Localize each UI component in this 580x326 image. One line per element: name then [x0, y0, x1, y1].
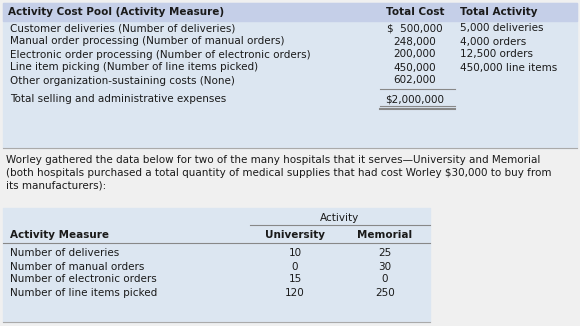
Text: $  500,000: $ 500,000	[387, 23, 443, 34]
Bar	[3, 3, 577, 148]
Text: 450,000 line items: 450,000 line items	[460, 63, 557, 72]
Text: its manufacturers):: its manufacturers):	[6, 181, 106, 191]
Text: Worley gathered the data below for two of the many hospitals that it serves—Univ: Worley gathered the data below for two o…	[6, 155, 541, 165]
Text: Number of electronic orders: Number of electronic orders	[10, 274, 157, 285]
Text: 30: 30	[378, 261, 392, 272]
Text: 10: 10	[288, 248, 302, 259]
Text: $2,000,000: $2,000,000	[386, 94, 444, 104]
Text: 248,000: 248,000	[394, 37, 436, 47]
Text: Electronic order processing (Number of electronic orders): Electronic order processing (Number of e…	[10, 50, 311, 60]
Text: 12,500 orders: 12,500 orders	[460, 50, 533, 60]
Text: 250: 250	[375, 288, 395, 298]
Text: 0: 0	[292, 261, 298, 272]
Text: 25: 25	[378, 248, 392, 259]
Text: 15: 15	[288, 274, 302, 285]
Text: Number of line items picked: Number of line items picked	[10, 288, 157, 298]
Text: Memorial: Memorial	[357, 230, 412, 240]
Text: Line item picking (Number of line items picked): Line item picking (Number of line items …	[10, 63, 258, 72]
Text: Customer deliveries (Number of deliveries): Customer deliveries (Number of deliverie…	[10, 23, 235, 34]
Text: Activity Measure: Activity Measure	[10, 230, 109, 240]
Text: Total Activity: Total Activity	[460, 7, 538, 17]
Text: Other organization-sustaining costs (None): Other organization-sustaining costs (Non…	[10, 76, 235, 85]
Text: Total Cost: Total Cost	[386, 7, 444, 17]
Text: Total selling and administrative expenses: Total selling and administrative expense…	[10, 94, 226, 104]
Bar	[3, 208, 430, 322]
Bar	[3, 3, 577, 21]
Text: 200,000: 200,000	[394, 50, 436, 60]
Text: 0: 0	[382, 274, 388, 285]
Text: Manual order processing (Number of manual orders): Manual order processing (Number of manua…	[10, 37, 285, 47]
Text: 4,000 orders: 4,000 orders	[460, 37, 526, 47]
Text: Activity: Activity	[320, 213, 360, 223]
Text: 602,000: 602,000	[394, 76, 436, 85]
Text: (both hospitals purchased a total quantity of medical supplies that had cost Wor: (both hospitals purchased a total quanti…	[6, 168, 552, 178]
Text: 5,000 deliveries: 5,000 deliveries	[460, 23, 543, 34]
Text: Number of deliveries: Number of deliveries	[10, 248, 119, 259]
Text: Number of manual orders: Number of manual orders	[10, 261, 144, 272]
Text: 450,000: 450,000	[394, 63, 436, 72]
Text: Activity Cost Pool (Activity Measure): Activity Cost Pool (Activity Measure)	[8, 7, 224, 17]
Text: 120: 120	[285, 288, 305, 298]
Text: University: University	[265, 230, 325, 240]
